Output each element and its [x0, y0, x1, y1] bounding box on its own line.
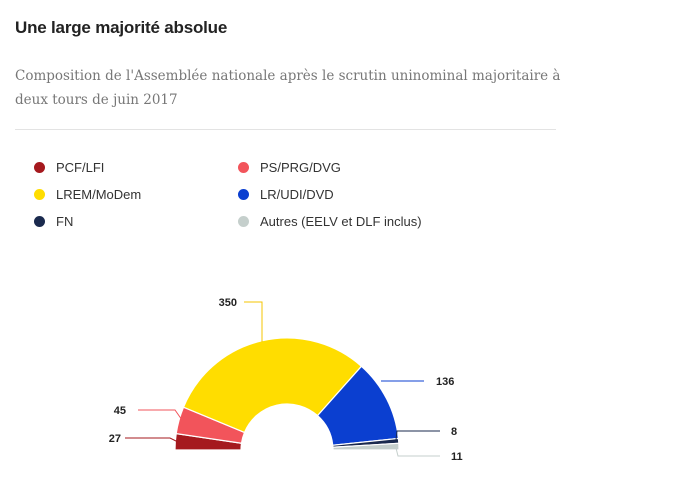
- legend-item: LREM/MoDem: [34, 187, 141, 202]
- legend-label: PCF/LFI: [56, 160, 105, 175]
- legend-item: Autres (EELV et DLF inclus): [238, 214, 422, 229]
- value-label: 8: [451, 426, 457, 438]
- legend-item: LR/UDI/DVD: [238, 187, 334, 202]
- chart-subtitle: Composition de l'Assemblée nationale apr…: [15, 68, 561, 108]
- divider: [15, 129, 556, 130]
- leader-line: [395, 430, 440, 441]
- legend-label: FN: [56, 214, 74, 229]
- slice-autres-eelv-et-dlf-inclus: [332, 442, 400, 451]
- leader-line: [125, 437, 179, 443]
- legend-swatch: [238, 162, 249, 173]
- legend-swatch: [238, 216, 249, 227]
- legend-swatch: [238, 189, 249, 200]
- value-label: 27: [109, 433, 121, 445]
- legend-swatch: [34, 216, 45, 227]
- chart-title: Une large majorité absolue: [15, 18, 228, 37]
- legend-label: Autres (EELV et DLF inclus): [260, 214, 422, 229]
- leader-line: [138, 409, 183, 421]
- legend-item: FN: [34, 214, 73, 229]
- value-label: 45: [114, 405, 126, 417]
- legend-item: PS/PRG/DVG: [238, 160, 341, 175]
- value-label: 350: [219, 297, 237, 309]
- legend-label: LR/UDI/DVD: [260, 187, 334, 202]
- leader-line: [244, 301, 263, 342]
- legend-swatch: [34, 189, 45, 200]
- legend-swatch: [34, 162, 45, 173]
- leader-line: [395, 447, 440, 457]
- legend-label: LREM/MoDem: [56, 187, 142, 202]
- legend-label: PS/PRG/DVG: [260, 160, 341, 175]
- value-label: 11: [451, 451, 463, 463]
- value-label: 136: [436, 376, 454, 388]
- slice-lrem-modem: [182, 337, 363, 434]
- legend-item: PCF/LFI: [34, 160, 104, 175]
